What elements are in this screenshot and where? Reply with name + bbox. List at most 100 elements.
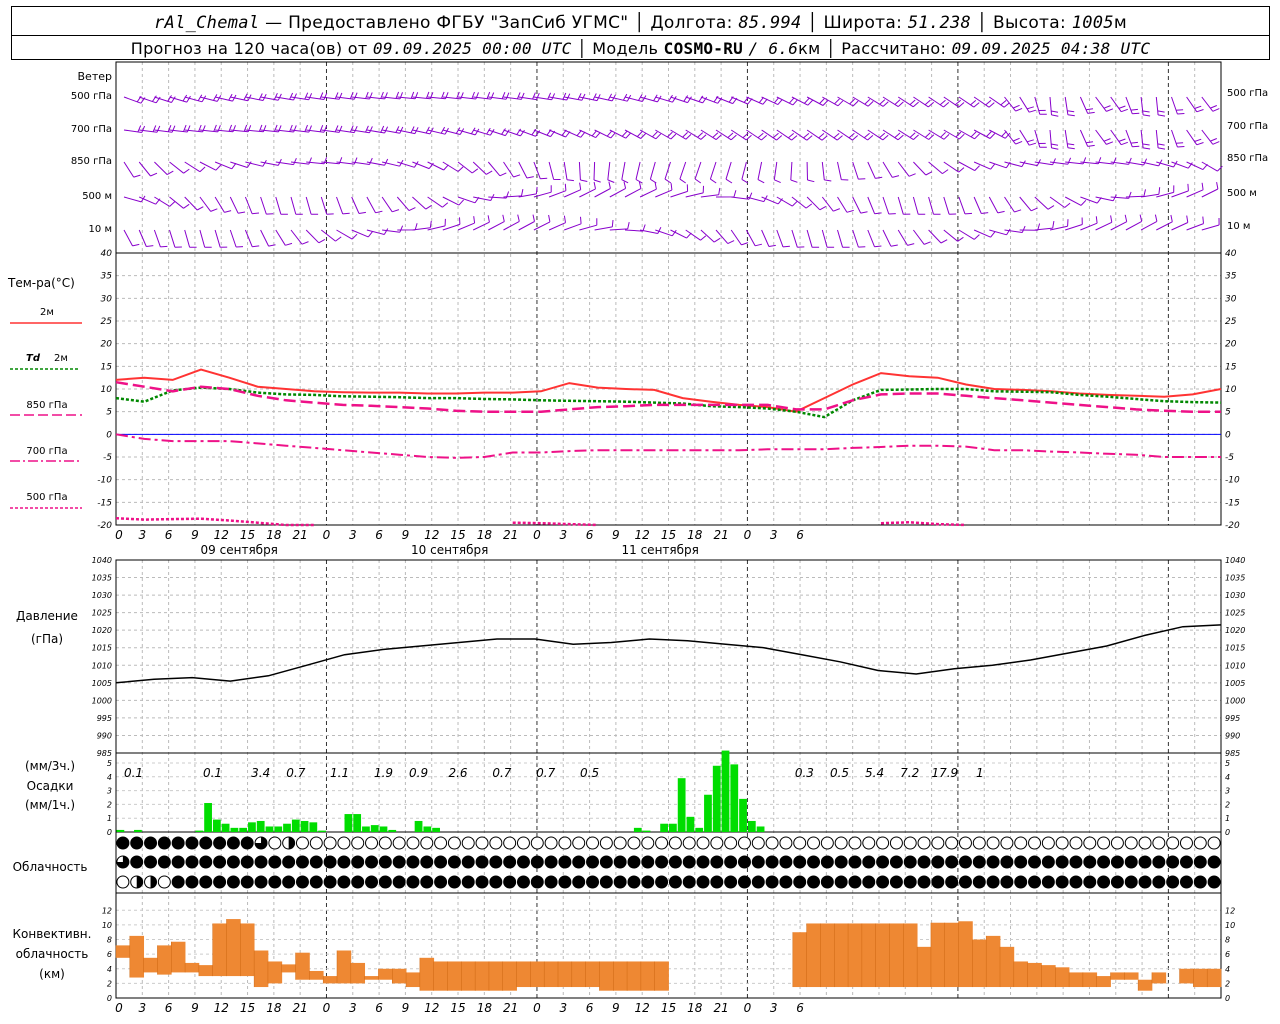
wind-barb [867,196,882,215]
cloud-cell [931,875,945,889]
conv-bar [530,961,545,988]
cloud-cell [130,836,144,850]
conv-bar [861,923,877,988]
conv-bar [944,922,959,988]
conv-tick-right: 2 [1225,979,1230,988]
wind-barb [321,92,343,100]
precip-bar [204,803,212,832]
precip-title: Осадки [27,779,74,793]
conv-bar [1110,972,1125,980]
cloud-cell [1138,855,1152,869]
wind-barb [473,91,495,100]
cloud-cell [613,855,627,869]
press-tick-left: 995 [97,714,112,723]
conv-tick-right: 12 [1225,906,1235,915]
wind-barb [1049,96,1059,117]
cloud-cell [489,836,503,850]
wind-barb [138,161,158,177]
conv-x-tick: 3 [138,1001,146,1015]
precip-total-3h: 1 [976,766,984,780]
cloud-cell [668,875,682,889]
temp-tick-left: -15 [97,498,112,508]
wind-barb [837,229,850,248]
conv-bar [419,957,435,991]
cloud-cell [724,855,738,869]
cloud-cell [903,836,917,850]
lat-label: Широта: [823,13,903,33]
wind-barb [366,158,389,166]
wind-barb [958,96,980,108]
wind-barb [382,225,404,233]
wind-barb [882,161,900,178]
wind-barb [1201,217,1220,231]
wind-barb [1019,196,1038,212]
cloud-cell [1083,875,1097,889]
cloud-cell [144,855,158,869]
precip-tick-right: 5 [1225,759,1230,768]
legend-td-label: Td [26,353,41,364]
cloud-cell [447,836,461,850]
conv-bar [1096,976,1111,988]
wind-barb [1110,214,1128,231]
cloud-cell [1028,855,1042,869]
press-tick-right: 1030 [1225,591,1245,600]
conv-x-tick: 21 [293,1001,308,1015]
wind-barb [1155,129,1166,150]
conv-bar [903,923,918,988]
conv-bar [599,961,614,991]
wind-barb [928,196,941,215]
wind-barb [1125,158,1148,166]
wind-barb [700,95,723,104]
wind-barb [1064,129,1075,150]
precip-panel: 0.1 0.1 3.4 0.7 1.1 1.9 0.9 2.6 0.7 0.7 0.5 0.3 0.5 5… [116,750,984,832]
cloud-cell [1110,875,1124,889]
cloud-cell [1000,875,1014,889]
wind-barb [1080,216,1098,231]
cloud-cell [489,855,503,869]
conv-bar [848,923,863,988]
wind-barb [867,96,889,107]
wind-barb [1171,161,1193,169]
conv-bar [267,961,283,984]
cloud-cell [295,875,309,889]
cloud-cell [489,875,503,889]
wind-barb [1019,129,1037,146]
wind-barb [761,196,783,205]
cloud-cell [1179,855,1193,869]
precip-total-3h: 0.5 [580,766,599,780]
wind-barb [1171,215,1189,231]
wind-barb [655,229,677,237]
conv-x-tick: 0 [533,1001,541,1015]
wind-barb [275,196,288,215]
cloud-cell [1124,855,1138,869]
wind-barb [442,196,464,206]
wind-barb [757,161,765,184]
wind-level-10m: 10 м [89,224,112,235]
wind-barb [821,161,832,182]
cloud-cell [889,855,903,869]
temp-x-tick: 12 [424,528,439,542]
wind-barb [290,196,303,215]
cloud-cell [558,855,572,869]
cloud-cell [724,836,738,850]
wind-barb [776,129,798,141]
wind-barb [852,96,874,107]
precip-total-3h: 0.7 [536,766,555,780]
temp-x-tick: 21 [503,528,518,542]
wind-barb [548,183,567,198]
wind-barb [709,161,717,184]
conv-bar [281,964,296,973]
wind-barb [806,129,828,141]
precip-total-3h: 17.9 [931,766,958,780]
header-row-2: Прогноз на 120 часа(ов) от 09.09.2025 00… [130,39,1151,58]
cloud-cell [351,875,365,889]
temp-tick-left: 15 [101,362,113,372]
conv-bar [185,962,200,973]
series-t850 [115,380,1221,413]
wind-barb [351,229,373,238]
cloud-cell [1138,875,1152,889]
precip-bar [747,820,756,832]
temp-x-tick: 0 [323,528,331,542]
precip-bar [423,826,432,832]
wind-barb [897,229,915,246]
